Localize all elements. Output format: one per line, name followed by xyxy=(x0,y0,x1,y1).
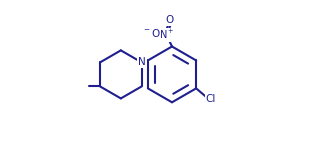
Text: Cl: Cl xyxy=(206,94,216,104)
Text: N: N xyxy=(138,57,146,67)
Text: N$^+$: N$^+$ xyxy=(159,28,174,41)
Text: O: O xyxy=(166,15,174,25)
Text: $^-$O: $^-$O xyxy=(141,27,161,39)
